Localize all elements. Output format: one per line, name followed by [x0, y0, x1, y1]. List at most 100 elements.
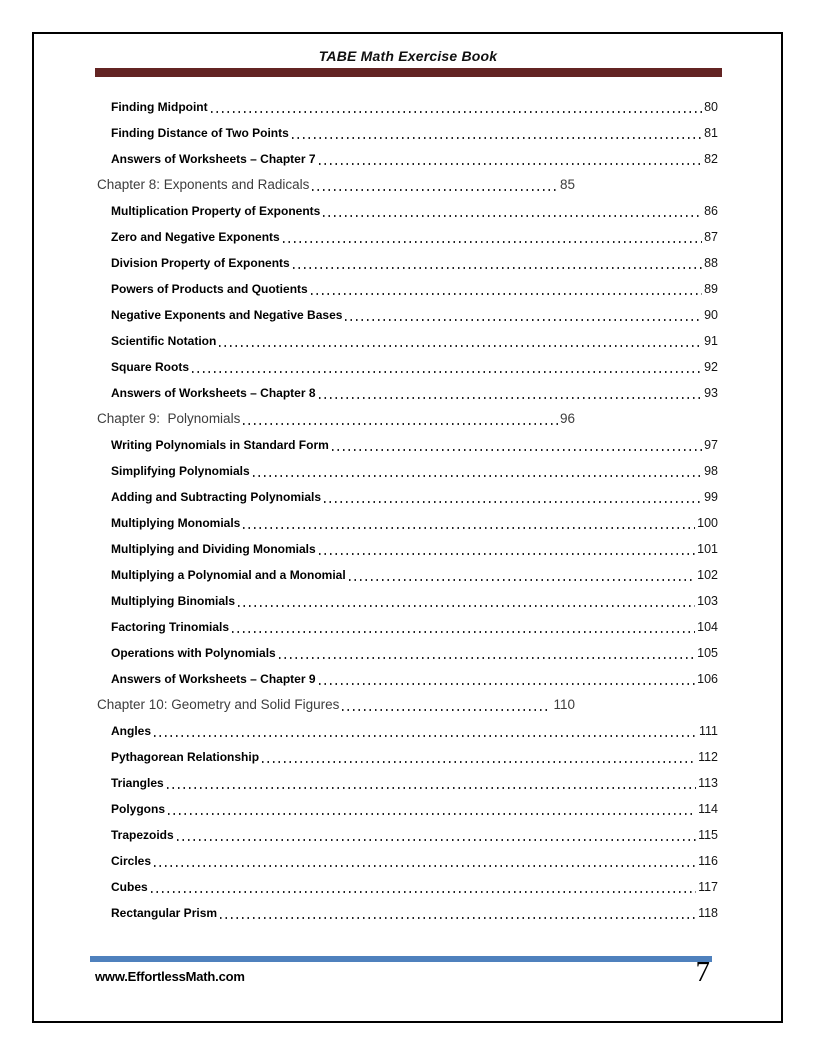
toc-entry-row[interactable]: Rectangular Prism 118 [97, 900, 718, 926]
toc-entry-title: Simplifying Polynomials [111, 464, 250, 478]
dot-leader [154, 735, 697, 737]
dot-leader [243, 527, 696, 529]
toc-entry-title: Angles [111, 724, 152, 738]
toc-entry-page-number: 111 [698, 724, 718, 738]
toc-entry-page-number: 92 [704, 360, 718, 374]
dot-leader [345, 319, 703, 321]
toc-entry-row[interactable]: Finding Distance of Two Points 81 [97, 120, 718, 146]
footer-rule [90, 956, 712, 962]
toc-entry-page-number: 118 [698, 906, 718, 920]
toc-list: Finding Midpoint 80 Finding Distance of Tw… [97, 94, 718, 926]
toc-entry-row[interactable]: Division Property of Exponents 88 [97, 250, 718, 276]
toc-entry-title: Pythagorean Relationship [111, 750, 260, 764]
toc-entry-page-number: 91 [704, 334, 718, 348]
toc-entry-page-number: 88 [704, 256, 718, 270]
dot-leader [312, 189, 558, 191]
toc-entry-page-number: 99 [704, 490, 718, 504]
dot-leader [318, 397, 703, 399]
toc-entry-title: Operations with Polynomials [111, 646, 276, 660]
toc-entry-row[interactable]: Answers of Worksheets – Chapter 9 106 [97, 666, 718, 692]
toc-entry-page-number: 113 [698, 776, 718, 790]
dot-leader [318, 553, 696, 555]
toc-entry-row[interactable]: Multiplying Monomials 100 [97, 510, 718, 536]
toc-entry-page-number: 86 [704, 204, 718, 218]
toc-entry-row[interactable]: Multiplication Property of Exponents 86 [97, 198, 718, 224]
dot-leader [192, 371, 703, 373]
toc-entry-title: Powers of Products and Quotients [111, 282, 308, 296]
toc-entry-page-number: 117 [698, 880, 718, 894]
header-rule [95, 68, 722, 77]
toc-entry-title: Finding Distance of Two Points [111, 126, 289, 140]
dot-leader [252, 475, 703, 477]
toc-entry-page-number: 98 [704, 464, 718, 478]
toc-entry-title: Cubes [111, 880, 148, 894]
page-border [32, 32, 783, 1023]
toc-entry-row[interactable]: Operations with Polynomials 105 [97, 640, 718, 666]
toc-entry-page-number: 80 [704, 100, 718, 114]
toc-entry-row[interactable]: Adding and Subtracting Polynomials 99 [97, 484, 718, 510]
toc-entry-page-number: 96 [559, 411, 575, 426]
toc-entry-row[interactable]: Polygons 114 [97, 796, 718, 822]
toc-entry-title: Multiplication Property of Exponents [111, 204, 321, 218]
toc-entry-row[interactable]: Circles 116 [97, 848, 718, 874]
toc-entry-page-number: 112 [698, 750, 718, 764]
dot-leader [324, 501, 703, 503]
dot-leader [282, 241, 703, 243]
toc-entry-page-number: 105 [697, 646, 718, 660]
dot-leader [210, 111, 703, 113]
toc-entry-title: Chapter 10: Geometry and Solid Figures [97, 697, 340, 712]
toc-entry-page-number: 102 [697, 568, 718, 582]
toc-entry-row[interactable]: Scientific Notation 91 [97, 328, 718, 354]
dot-leader [342, 709, 552, 711]
toc-entry-row[interactable]: Answers of Worksheets – Chapter 8 93 [97, 380, 718, 406]
toc-entry-title: Scientific Notation [111, 334, 217, 348]
toc-entry-title: Answers of Worksheets – Chapter 9 [111, 672, 316, 686]
toc-chapter-row[interactable]: Chapter 9: Polynomials 96 [97, 406, 718, 432]
toc-entry-title: Circles [111, 854, 152, 868]
toc-entry-row[interactable]: Angles 111 [97, 718, 718, 744]
dot-leader [154, 865, 697, 867]
dot-leader [168, 813, 697, 815]
toc-entry-title: Writing Polynomials in Standard Form [111, 438, 329, 452]
toc-entry-page-number: 116 [698, 854, 718, 868]
footer-site-link[interactable]: www.EffortlessMath.com [95, 969, 245, 984]
dot-leader [331, 449, 703, 451]
dot-leader [243, 423, 558, 425]
toc-entry-row[interactable]: Writing Polynomials in Standard Form 97 [97, 432, 718, 458]
toc-entry-row[interactable]: Powers of Products and Quotients 89 [97, 276, 718, 302]
toc-entry-row[interactable]: Simplifying Polynomials 98 [97, 458, 718, 484]
toc-entry-row[interactable]: Answers of Worksheets – Chapter 7 82 [97, 146, 718, 172]
dot-leader [220, 917, 697, 919]
dot-leader [166, 787, 697, 789]
toc-chapter-row[interactable]: Chapter 8: Exponents and Radicals 85 [97, 172, 718, 198]
toc-entry-row[interactable]: Zero and Negative Exponents 87 [97, 224, 718, 250]
dot-leader [348, 579, 696, 581]
toc-entry-row[interactable]: Negative Exponents and Negative Bases 90 [97, 302, 718, 328]
dot-leader [150, 891, 697, 893]
toc-chapter-row[interactable]: Chapter 10: Geometry and Solid Figures 11… [97, 692, 718, 718]
toc-entry-page-number: 82 [704, 152, 718, 166]
toc-entry-title: Finding Midpoint [111, 100, 208, 114]
toc-entry-row[interactable]: Cubes 117 [97, 874, 718, 900]
toc-entry-title: Multiplying Monomials [111, 516, 241, 530]
toc-entry-page-number: 85 [559, 177, 575, 192]
toc-entry-page-number: 97 [704, 438, 718, 452]
toc-entry-row[interactable]: Factoring Trinomials 104 [97, 614, 718, 640]
toc-entry-row[interactable]: Triangles 113 [97, 770, 718, 796]
toc-entry-title: Square Roots [111, 360, 190, 374]
toc-entry-row[interactable]: Multiplying a Polynomial and a Monomial 1… [97, 562, 718, 588]
toc-entry-row[interactable]: Multiplying and Dividing Monomials 101 [97, 536, 718, 562]
page-number: 7 [695, 956, 711, 988]
toc-entry-page-number: 114 [698, 802, 718, 816]
toc-entry-page-number: 101 [697, 542, 718, 556]
toc-entry-row[interactable]: Finding Midpoint 80 [97, 94, 718, 120]
toc-entry-page-number: 115 [698, 828, 718, 842]
toc-entry-row[interactable]: Square Roots 92 [97, 354, 718, 380]
dot-leader [292, 267, 703, 269]
toc-entry-page-number: 93 [704, 386, 718, 400]
toc-entry-row[interactable]: Trapezoids 115 [97, 822, 718, 848]
toc-entry-row[interactable]: Multiplying Binomials 103 [97, 588, 718, 614]
dot-leader [278, 657, 696, 659]
toc-entry-row[interactable]: Pythagorean Relationship 112 [97, 744, 718, 770]
toc-entry-page-number: 103 [697, 594, 718, 608]
